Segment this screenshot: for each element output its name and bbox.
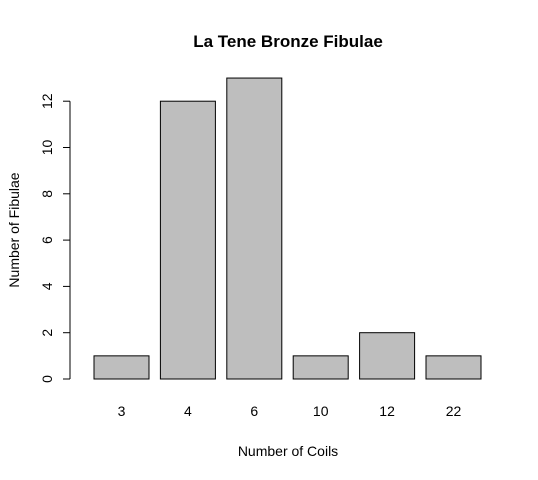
bar-3	[93, 355, 150, 380]
bar-4	[159, 100, 216, 380]
y-axis-label: Number of Fibulae	[6, 172, 22, 287]
x-tick-label: 3	[118, 403, 126, 419]
y-tick-label: 0	[39, 375, 55, 383]
x-tick-label: 4	[184, 403, 192, 419]
y-tick-label: 8	[39, 190, 55, 198]
bar-6	[226, 77, 283, 380]
x-tick-label: 22	[446, 403, 462, 419]
y-tick-label: 4	[39, 282, 55, 290]
bars-group	[93, 77, 482, 380]
chart-title: La Tene Bronze Fibulae	[193, 32, 383, 51]
bar-12	[359, 332, 416, 380]
bar-10	[292, 355, 349, 380]
y-axis-ticks: 0 2 4 6 8 10 12	[39, 93, 70, 383]
y-tick-label: 2	[39, 329, 55, 337]
x-tick-label: 6	[250, 403, 258, 419]
y-tick-label: 12	[39, 93, 55, 109]
x-tick-label: 12	[379, 403, 395, 419]
y-tick-label: 6	[39, 236, 55, 244]
y-tick-label: 10	[39, 140, 55, 156]
x-tick-labels: 3 4 6 10 12 22	[118, 403, 462, 419]
x-tick-label: 10	[313, 403, 329, 419]
bar-22	[425, 355, 482, 380]
x-axis-label: Number of Coils	[238, 443, 338, 459]
